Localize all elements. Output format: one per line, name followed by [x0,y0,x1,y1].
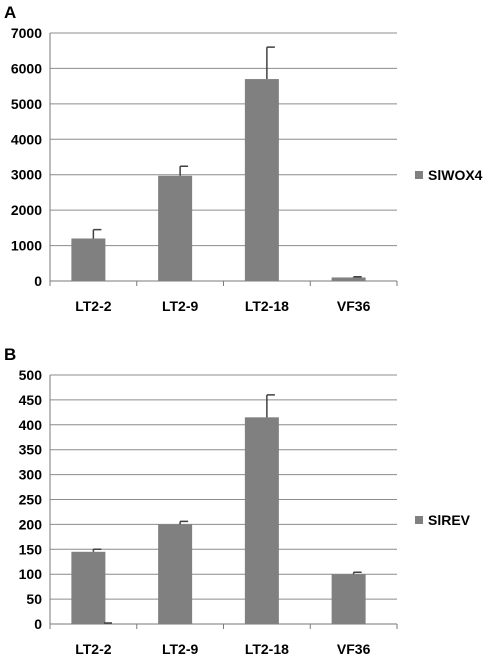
error-bar-vf36 [352,275,362,278]
y-tick-label: 450 [19,392,43,408]
category-label: VF36 [337,641,371,657]
y-tick-label: 6000 [11,60,42,76]
y-tick-label: 5000 [11,96,42,112]
y-tick-label: 500 [19,367,43,383]
panel-b-bars [71,417,366,624]
y-tick-label: 100 [19,566,43,582]
bar-vf36 [331,277,366,281]
y-tick-label: 200 [19,516,43,532]
category-label: LT2-9 [162,641,199,657]
y-tick-label: 400 [19,417,43,433]
panel-b-gridlines [49,374,398,629]
panel-b-category-labels: LT2-2 LT2-9 LT2-18 VF36 [75,641,370,657]
panel-a-legend-swatch [415,171,423,179]
bar-lt2-2 [71,238,106,281]
bar-vf36 [331,574,366,624]
y-tick-label: 3000 [11,167,42,183]
error-bar-lt2-2 [92,548,102,552]
category-label: LT2-18 [245,298,289,314]
bar-lt2-18 [244,79,279,281]
y-tick-label: 2000 [11,202,42,218]
category-label: VF36 [337,298,371,314]
y-tick-label: 350 [19,442,43,458]
category-label: LT2-2 [75,298,112,314]
y-tick-label: 250 [19,492,43,508]
panel-a-error-bars [92,46,362,278]
y-tick-label: 1000 [11,238,42,254]
bar-lt2-9 [158,175,193,281]
y-tick-label: 0 [34,273,42,289]
category-label: LT2-18 [245,641,289,657]
error-bar-lt2-2 [92,228,102,239]
y-tick-label: 4000 [11,131,42,147]
panel-a-legend-label: SlWOX4 [428,167,483,183]
error-bar-lt2-9 [179,520,189,525]
error-bar-vf36 [352,571,362,575]
bar-lt2-2 [71,551,106,624]
panel-a-bars [71,79,366,281]
panel-a-legend: SlWOX4 [415,167,483,183]
panel-b-legend-swatch [415,516,423,524]
error-bar-lt2-18 [266,394,275,418]
category-label: LT2-2 [75,641,112,657]
panel-b-y-tick-labels: 0 50 100 150 200 250 300 350 400 450 500 [19,367,43,632]
category-label: LT2-9 [162,298,199,314]
panel-b-label: B [4,345,16,364]
y-tick-label: 50 [26,591,42,607]
panel-b-legend: SlREV [415,512,471,528]
y-tick-label: 7000 [11,25,42,41]
y-tick-label: 150 [19,541,43,557]
error-bar-lt2-9 [179,165,189,176]
error-bar-lt2-18 [266,46,275,80]
panel-a-y-tick-labels: 0 1000 2000 3000 4000 5000 6000 7000 [11,25,42,289]
bar-lt2-9 [158,524,193,624]
panel-a-label: A [4,3,16,22]
y-tick-label: 0 [34,616,42,632]
panel-a-category-labels: LT2-2 LT2-9 LT2-18 VF36 [75,298,370,314]
panel-b-error-bars [92,394,362,575]
panel-a-gridlines [49,32,398,286]
panel-b-legend-label: SlREV [428,512,471,528]
bar-lt2-18 [244,417,279,624]
y-tick-label: 300 [19,467,43,483]
